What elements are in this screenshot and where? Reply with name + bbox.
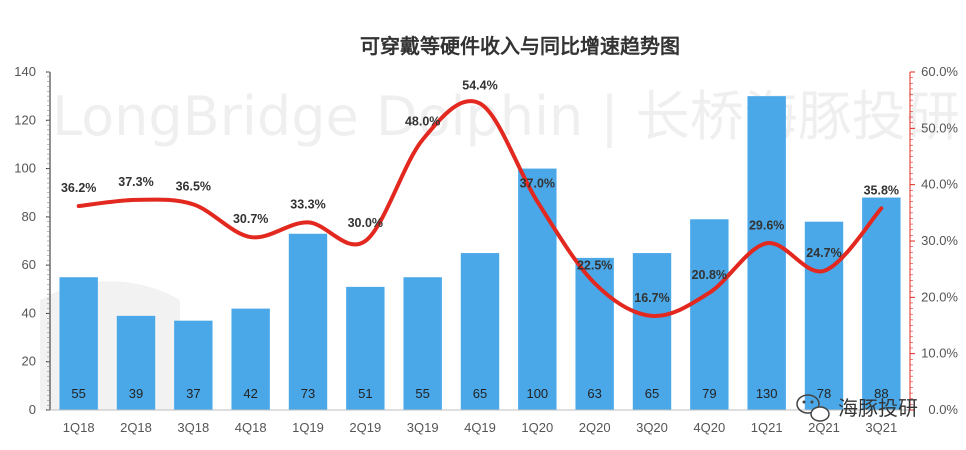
bar-3Q21 (862, 197, 901, 410)
bar-3Q20 (632, 253, 672, 410)
category-label: 1Q21 (751, 420, 783, 435)
right-tick-label: 40.0% (921, 177, 958, 192)
growth-value-label: 30.0% (348, 216, 383, 230)
right-axis-ticks: 0.0% 10.0% 20.0% 30.0% 40.0% 50.0% 60.0% (910, 64, 958, 417)
bar-value-label: 63 (587, 386, 601, 401)
left-tick-label: 60 (22, 257, 36, 272)
growth-value-label: 33.3% (290, 197, 325, 211)
left-tick-label: 140 (14, 64, 36, 79)
bar-value-label: 65 (473, 386, 487, 401)
bar-2Q19 (346, 286, 385, 410)
growth-value-label: 30.7% (233, 212, 268, 226)
left-tick-label: 80 (22, 209, 36, 224)
right-tick-label: 0.0% (928, 402, 958, 417)
growth-value-label: 24.7% (806, 246, 841, 260)
growth-labels-group: 36.2% 37.3% 36.5% 30.7% 33.3% 30.0% 48.0% 54.4%… (61, 79, 899, 305)
chart-title: 可穿戴等硬件收入与同比增速趋势图 (360, 34, 680, 58)
right-tick-label: 60.0% (921, 64, 958, 79)
bar-1Q19 (288, 233, 328, 410)
growth-value-label: 36.2% (61, 181, 96, 195)
bar-value-label: 65 (645, 386, 659, 401)
bar-value-label: 39 (129, 386, 143, 401)
category-label: 1Q20 (521, 420, 553, 435)
bar-value-label: 42 (243, 386, 257, 401)
bar-1Q18 (59, 277, 98, 410)
category-label: 1Q18 (63, 420, 95, 435)
growth-value-label: 48.0% (405, 115, 440, 129)
category-label: 3Q18 (177, 420, 209, 435)
bar-labels-group: 55 39 37 42 73 51 55 65 100 63 65 79 130 78 88 (71, 386, 888, 401)
category-label: 4Q18 (235, 420, 267, 435)
left-axis-ticks: 0 20 40 60 80 100 120 140 (14, 64, 50, 417)
bar-value-label: 37 (186, 386, 200, 401)
bar-2Q18 (116, 315, 156, 410)
category-label: 2Q21 (808, 420, 840, 435)
growth-value-label: 35.8% (864, 183, 899, 197)
bar-4Q19 (460, 253, 500, 410)
growth-value-label: 22.5% (577, 258, 612, 272)
category-label: 3Q21 (865, 420, 897, 435)
category-label: 4Q19 (464, 420, 496, 435)
bar-value-label: 78 (817, 386, 831, 401)
growth-value-label: 37.3% (118, 175, 153, 189)
bar-value-label: 100 (526, 386, 548, 401)
growth-value-label: 37.0% (520, 177, 555, 191)
growth-value-label: 20.8% (692, 268, 727, 282)
growth-value-label: 36.5% (176, 179, 211, 193)
bar-value-label: 88 (874, 386, 888, 401)
bar-value-label: 130 (756, 386, 778, 401)
category-label: 3Q20 (636, 420, 668, 435)
bar-3Q19 (403, 277, 442, 410)
source-badge: 海豚投研 (796, 394, 918, 422)
wechat-icon (796, 394, 830, 422)
bar-2Q21 (804, 221, 844, 410)
bar-4Q18 (231, 308, 270, 410)
bar-4Q20 (690, 219, 729, 410)
category-label: 2Q19 (349, 420, 381, 435)
bar-value-label: 73 (301, 386, 315, 401)
left-tick-label: 120 (14, 112, 36, 127)
growth-value-label: 54.4% (462, 79, 497, 93)
category-label: 4Q20 (693, 420, 725, 435)
bar-value-label: 51 (358, 386, 372, 401)
right-tick-label: 50.0% (921, 120, 958, 135)
category-labels: 1Q18 2Q18 3Q18 4Q18 1Q19 2Q19 3Q19 4Q19 1Q20 2Q20… (63, 420, 897, 435)
left-tick-label: 20 (22, 354, 36, 369)
bar-1Q21 (747, 96, 786, 411)
bar-value-label: 55 (71, 386, 85, 401)
badge-text: 海豚投研 (838, 396, 918, 420)
left-tick-label: 40 (22, 305, 36, 320)
growth-value-label: 16.7% (634, 291, 669, 305)
left-tick-label: 0 (29, 402, 36, 417)
category-label: 1Q19 (292, 420, 324, 435)
right-tick-label: 10.0% (921, 346, 958, 361)
bar-1Q20 (518, 168, 557, 410)
category-label: 2Q18 (120, 420, 152, 435)
right-tick-label: 30.0% (921, 233, 958, 248)
bar-value-label: 79 (702, 386, 716, 401)
category-label: 2Q20 (579, 420, 611, 435)
bar-value-label: 55 (415, 386, 429, 401)
bars-group (59, 96, 901, 411)
left-tick-label: 100 (14, 161, 36, 176)
growth-value-label: 29.6% (749, 218, 784, 232)
growth-rate-line (76, 99, 884, 318)
right-tick-label: 20.0% (921, 289, 958, 304)
category-label: 3Q19 (407, 420, 439, 435)
bar-3Q18 (174, 320, 213, 410)
